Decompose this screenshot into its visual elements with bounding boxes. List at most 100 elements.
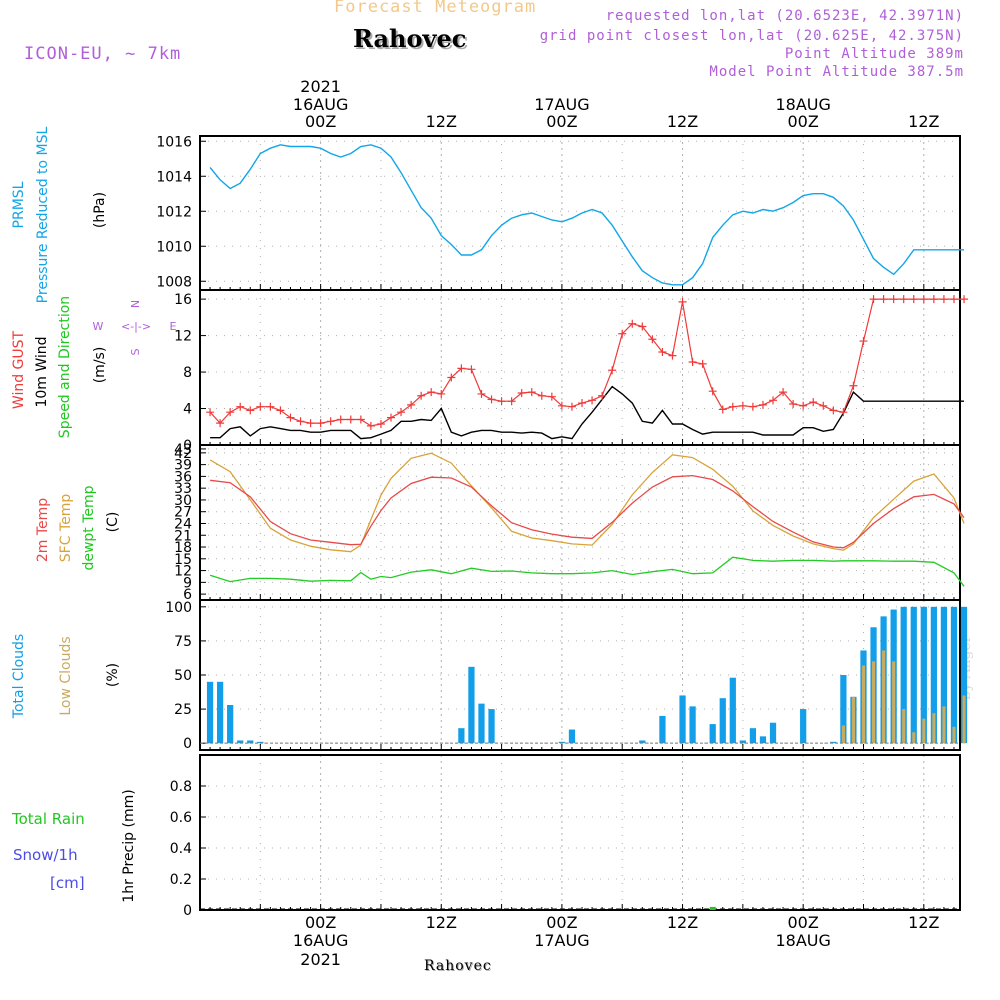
y-tick-label: 75 (174, 634, 192, 650)
time-tick-label-bottom: 12Z (908, 913, 939, 932)
y-tick-label: 9 (183, 575, 192, 591)
wind-gust-marker (638, 322, 647, 331)
low-cloud-bar (841, 725, 845, 744)
total-cloud-bar (568, 729, 576, 744)
y-tick-label: 6 (183, 587, 192, 603)
wind-unit: (m/s) (92, 347, 108, 384)
y-tick-label: 1014 (156, 169, 192, 185)
total-cloud-bar (488, 709, 495, 744)
wind-10m-label: 10m Wind (34, 336, 50, 407)
dewpt-label: dewpt Temp (81, 485, 97, 570)
panel-pressure: 1008 1010 1012 1014 1016 (156, 134, 961, 291)
total-cloud-bar (960, 606, 968, 744)
total-cloud-bar (216, 681, 224, 744)
wind-gust-marker (588, 396, 597, 405)
total-cloud-bar (910, 606, 917, 744)
wind-gust-marker (789, 399, 798, 408)
y-tick-label: 18 (174, 540, 192, 556)
day-label-bottom: 17AUG (534, 931, 589, 950)
precip-label: 1hr Precip (mm) (121, 789, 137, 902)
wind-gust-marker (517, 389, 526, 398)
total-cloud-bar (729, 677, 736, 744)
wind-gust-marker (527, 388, 536, 397)
total-cloud-bar (458, 728, 465, 744)
day-label-top: 16AUG (293, 95, 348, 114)
day-label-bottom: 18AUG (775, 931, 830, 950)
rain-bar (709, 906, 716, 910)
wind-gust-marker (819, 401, 828, 410)
wind-gust-marker (769, 396, 778, 405)
wind-gust-marker (849, 381, 858, 390)
time-tick-label-top: 12Z (908, 112, 939, 131)
wind-gust-marker (889, 295, 898, 304)
wind-gust-marker (899, 295, 908, 304)
wind-gust-marker (246, 406, 255, 415)
total-rain-legend: Total Rain (11, 810, 85, 828)
model-altitude: Model Point Altitude 387.5m (709, 64, 964, 80)
wind-gust-marker (507, 397, 516, 406)
total-cloud-bar (940, 606, 948, 744)
time-tick-label-top: 12Z (426, 112, 457, 131)
wind-gust-marker (708, 387, 717, 396)
y-tick-label: 12 (174, 329, 192, 345)
wind-gust-marker (427, 388, 436, 397)
footer-location: Rahovec (424, 958, 492, 974)
y-tick-label: 33 (174, 481, 192, 497)
low-cloud-bar (871, 661, 876, 744)
wind-gust-line (209, 298, 964, 427)
low-cloud-bar (892, 661, 896, 744)
panel-wind: 0 4 8 12 16 (174, 289, 961, 454)
time-tick-label-bottom: 00Z (546, 913, 577, 932)
total-clouds-label: Total Clouds (11, 634, 27, 719)
pressure-line (209, 144, 964, 286)
y-tick-label: 8 (183, 365, 192, 381)
model-label: ICON-EU, ~ 7km (24, 44, 182, 64)
total-cloud-bar (237, 740, 244, 744)
compass-n: N (129, 300, 142, 308)
y-tick-label: 1016 (156, 134, 192, 150)
grid-point-location: grid point closest lon,lat (20.625E, 42.… (539, 28, 964, 44)
compass-w: W (93, 320, 104, 333)
time-tick-label-bottom: 12Z (667, 913, 698, 932)
wind-compass-icon: N S W E <-|-> (93, 300, 177, 356)
wind-gust-marker (929, 295, 938, 304)
wind-gust-marker (457, 364, 466, 373)
low-cloud-bar (932, 713, 936, 744)
wind-gust-label: Wind GUST (11, 330, 27, 409)
y-tick-label: 0.2 (170, 872, 192, 888)
wind-gust-marker (628, 319, 637, 328)
low-cloud-bar (922, 718, 926, 744)
total-cloud-bar (709, 724, 716, 744)
total-cloud-bar (659, 715, 666, 744)
panel-precip: 0 0.2 0.4 0.6 0.8 (170, 754, 961, 919)
chart-subtitle: Forecast Meteogram (334, 0, 537, 17)
wind-gust-marker (437, 389, 446, 398)
time-tick-label-bottom: 00Z (305, 913, 336, 932)
time-tick-label-bottom: 12Z (426, 913, 457, 932)
panel-frame (199, 444, 961, 601)
y-tick-label: 24 (174, 516, 192, 532)
wind-gust-marker (477, 389, 486, 398)
compass-s: S (129, 348, 142, 355)
wind-gust-marker (748, 402, 757, 411)
panel-frame (199, 599, 961, 751)
prmsl-sub-label: Pressure Reduced to MSL (35, 126, 51, 303)
total-cloud-bar (930, 606, 937, 744)
sfc-temp-label: SFC Temp (58, 494, 74, 563)
low-clouds-label: Low Clouds (58, 636, 74, 715)
wind-gust-marker (537, 391, 546, 400)
wind-gust-marker (387, 413, 396, 422)
y-tick-label: 16 (174, 292, 192, 308)
snow-unit-legend: [cm] (50, 874, 85, 892)
total-cloud-bar (739, 740, 746, 744)
y-tick-label: 30 (174, 493, 192, 509)
wind-gust-marker (356, 415, 365, 424)
wind-gust-marker (557, 401, 566, 410)
low-cloud-bar (942, 706, 946, 744)
total-cloud-bar (920, 606, 927, 744)
wind-gust-marker (698, 359, 707, 368)
compass-arrows: <-|-> (121, 320, 151, 333)
requested-location: requested lon,lat (20.6523E, 42.3971N) (605, 8, 964, 24)
temp2m-label: 2m Temp (35, 498, 51, 562)
wind-gust-marker (236, 402, 245, 411)
